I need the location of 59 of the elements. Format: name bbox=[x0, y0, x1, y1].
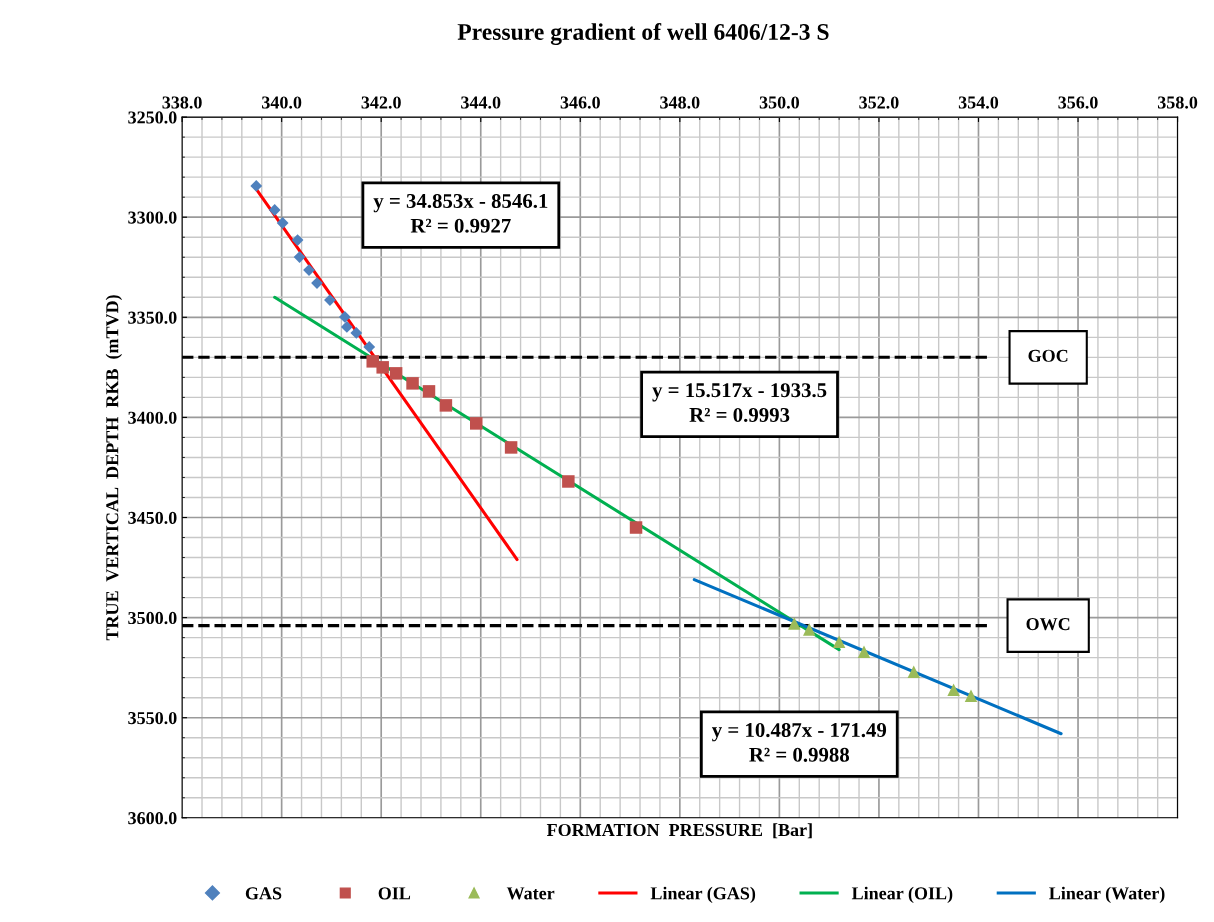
point bbox=[803, 623, 816, 636]
point bbox=[276, 217, 289, 229]
legend-label: Water bbox=[506, 887, 555, 900]
point bbox=[439, 399, 453, 412]
point bbox=[250, 180, 263, 192]
x-axis-title: FORMATION PRESSURE [Bar] bbox=[546, 823, 812, 839]
legend-label: Linear (Water) bbox=[1049, 886, 1165, 904]
point bbox=[324, 294, 336, 306]
y-tick-label: 3300.0 bbox=[128, 211, 177, 224]
point bbox=[832, 635, 846, 648]
point bbox=[350, 327, 363, 339]
ref-line-label: OWC bbox=[1026, 618, 1070, 631]
y-tick-label: 3500.0 bbox=[128, 611, 177, 625]
annotation: y = 10.487x - 171.49 R² = 0.9988 bbox=[711, 723, 887, 762]
point bbox=[788, 617, 801, 630]
x-tick-label: 348.0 bbox=[660, 96, 700, 109]
point bbox=[470, 417, 483, 430]
point bbox=[907, 665, 921, 678]
point bbox=[338, 311, 351, 323]
y-tick-label: 3400.0 bbox=[128, 411, 177, 424]
point bbox=[964, 689, 978, 702]
point bbox=[857, 645, 871, 658]
point bbox=[268, 204, 281, 216]
ref-line-label: GOC bbox=[1028, 349, 1068, 362]
point bbox=[340, 321, 353, 333]
y-tick-label: 3250.0 bbox=[128, 111, 177, 124]
point bbox=[947, 683, 960, 696]
x-tick-label: 352.0 bbox=[859, 96, 899, 109]
legend-label: OIL bbox=[378, 887, 411, 900]
point bbox=[376, 361, 389, 374]
point bbox=[293, 251, 306, 263]
legend-label: Linear (OIL) bbox=[851, 886, 953, 904]
point bbox=[422, 385, 436, 398]
x-tick-label: 346.0 bbox=[560, 96, 600, 109]
x-tick-label: 338.0 bbox=[162, 96, 202, 109]
x-tick-label: 354.0 bbox=[958, 96, 999, 109]
y-tick-label: 3350.0 bbox=[128, 311, 177, 324]
chart-title: Pressure gradient of well 6406/12-3 S bbox=[457, 23, 829, 45]
point bbox=[504, 441, 518, 454]
point bbox=[629, 521, 643, 534]
point bbox=[389, 367, 403, 380]
y-tick-label: 3600.0 bbox=[128, 812, 177, 825]
legend-label: GAS bbox=[245, 887, 282, 900]
x-tick-label: 340.0 bbox=[262, 96, 302, 109]
x-tick-label: 350.0 bbox=[759, 96, 800, 109]
x-tick-label: 356.0 bbox=[1058, 96, 1098, 109]
legend-label: Linear (GAS) bbox=[650, 886, 756, 904]
annotation: y = 34.853x - 8546.1 R² = 0.9927 bbox=[373, 193, 548, 233]
point bbox=[406, 377, 419, 390]
x-tick-label: 358.0 bbox=[1157, 96, 1198, 109]
x-tick-label: 344.0 bbox=[461, 96, 501, 109]
y-tick-label: 3550.0 bbox=[128, 711, 177, 725]
x-tick-label: 342.0 bbox=[361, 96, 401, 109]
y-axis-title: TRUE VERTICAL DEPTH RKB (mTVD) bbox=[105, 295, 123, 641]
point bbox=[291, 234, 304, 246]
y-tick-label: 3450.0 bbox=[128, 511, 177, 525]
annotation: y = 15.517x - 1933.5 R² = 0.9993 bbox=[652, 383, 827, 423]
point bbox=[363, 341, 376, 353]
point bbox=[562, 475, 575, 488]
